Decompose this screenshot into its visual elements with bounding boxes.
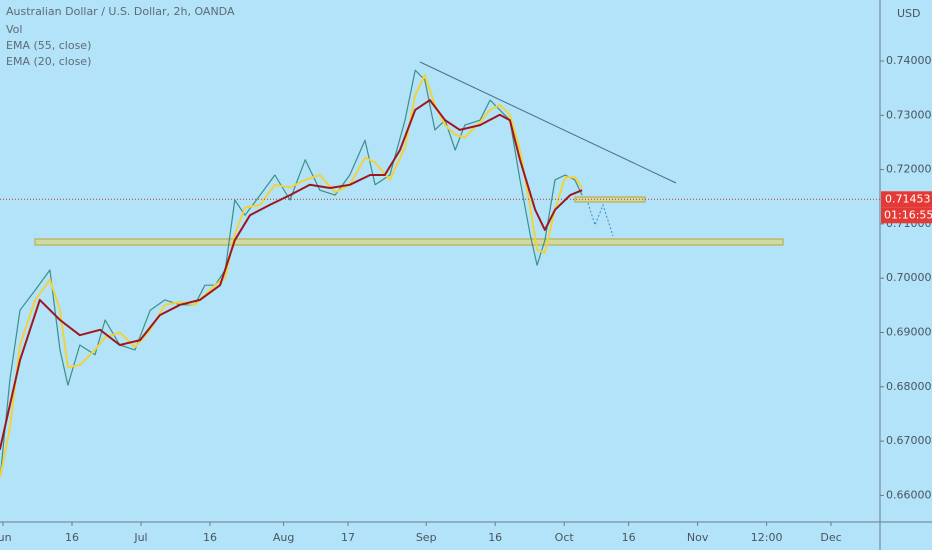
support-zone <box>34 238 784 246</box>
x-tick-label: Oct <box>555 531 575 544</box>
last-price-box <box>881 191 932 208</box>
y-tick-label: 0.73000 <box>886 108 932 121</box>
x-tick-label: 17 <box>341 531 355 544</box>
x-tick-label: Sep <box>416 531 437 544</box>
x-tick-label: Dec <box>820 531 841 544</box>
y-tick-label: 0.69000 <box>886 325 932 338</box>
last-price-label: 0.71453 <box>885 192 931 205</box>
legend-entry: EMA (20, close) <box>6 55 91 68</box>
currency-label: USD <box>897 7 921 20</box>
series-line <box>0 74 583 478</box>
series-line <box>0 99 583 451</box>
y-tick-label: 0.70000 <box>886 271 932 284</box>
countdown-label: 01:16:55 <box>884 208 932 221</box>
x-tick-label: Aug <box>273 531 294 544</box>
y-tick-label: 0.74000 <box>886 54 932 67</box>
x-tick-label: Jun <box>0 531 12 544</box>
chart-title: Australian Dollar / U.S. Dollar, 2h, OAN… <box>6 5 235 18</box>
countdown-box <box>881 207 932 224</box>
projection-arrow <box>587 202 614 237</box>
y-tick-label: 0.72000 <box>886 163 932 176</box>
trend-line <box>419 61 677 184</box>
x-tick-label: 16 <box>203 531 217 544</box>
x-tick-label: 16 <box>65 531 79 544</box>
legend-entry: EMA (55, close) <box>6 39 91 52</box>
x-tick-label: 16 <box>622 531 636 544</box>
x-tick-label: 12:00 <box>751 531 783 544</box>
y-tick-label: 0.67000 <box>886 434 932 447</box>
y-tick-label: 0.68000 <box>886 380 932 393</box>
y-tick-label: 0.66000 <box>886 488 932 501</box>
x-tick-label: 16 <box>488 531 502 544</box>
legend-entry: Vol <box>6 23 22 36</box>
x-tick-label: Jul <box>133 531 147 544</box>
x-tick-label: Nov <box>687 531 709 544</box>
